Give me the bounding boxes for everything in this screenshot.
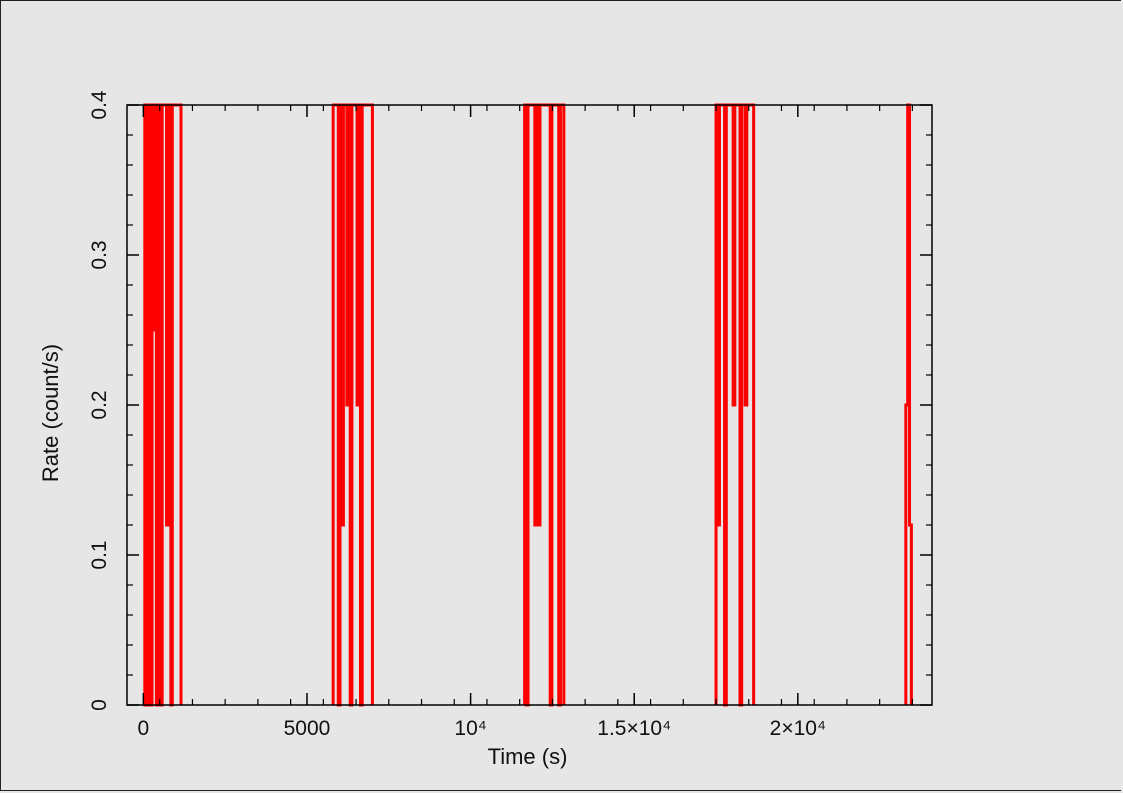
y-tick-label: 0.2 — [88, 390, 111, 419]
series-0-segment-0 — [143, 103, 183, 707]
x-tick-label: 5000 — [284, 717, 331, 740]
series-0-segment-4 — [904, 103, 913, 705]
x-tick-label: 1.5×10⁴ — [597, 717, 671, 740]
x-tick-label: 2×10⁴ — [770, 717, 826, 740]
series-0-segment-1 — [331, 103, 374, 707]
x-tick-label: 0 — [138, 717, 150, 740]
y-tick-label: 0.4 — [88, 90, 111, 120]
y-axis-title: Rate (count/s) — [38, 344, 63, 482]
y-tick-label: 0.1 — [88, 540, 111, 569]
tick-layer — [127, 104, 932, 706]
series-layer — [143, 103, 913, 707]
y-tick-label: 0 — [88, 699, 111, 711]
label-layer: 0 5000 10⁴ 1.5×10⁴ 2×10⁴ 0 0.1 0.2 0.3 0.4 — [88, 90, 826, 740]
x-axis-title: Time (s) — [488, 744, 568, 769]
x-tick-label: 10⁴ — [454, 717, 486, 740]
series-0-segment-2 — [523, 103, 566, 707]
y-tick-label: 0.3 — [88, 240, 111, 269]
series-0-segment-3 — [714, 103, 756, 707]
